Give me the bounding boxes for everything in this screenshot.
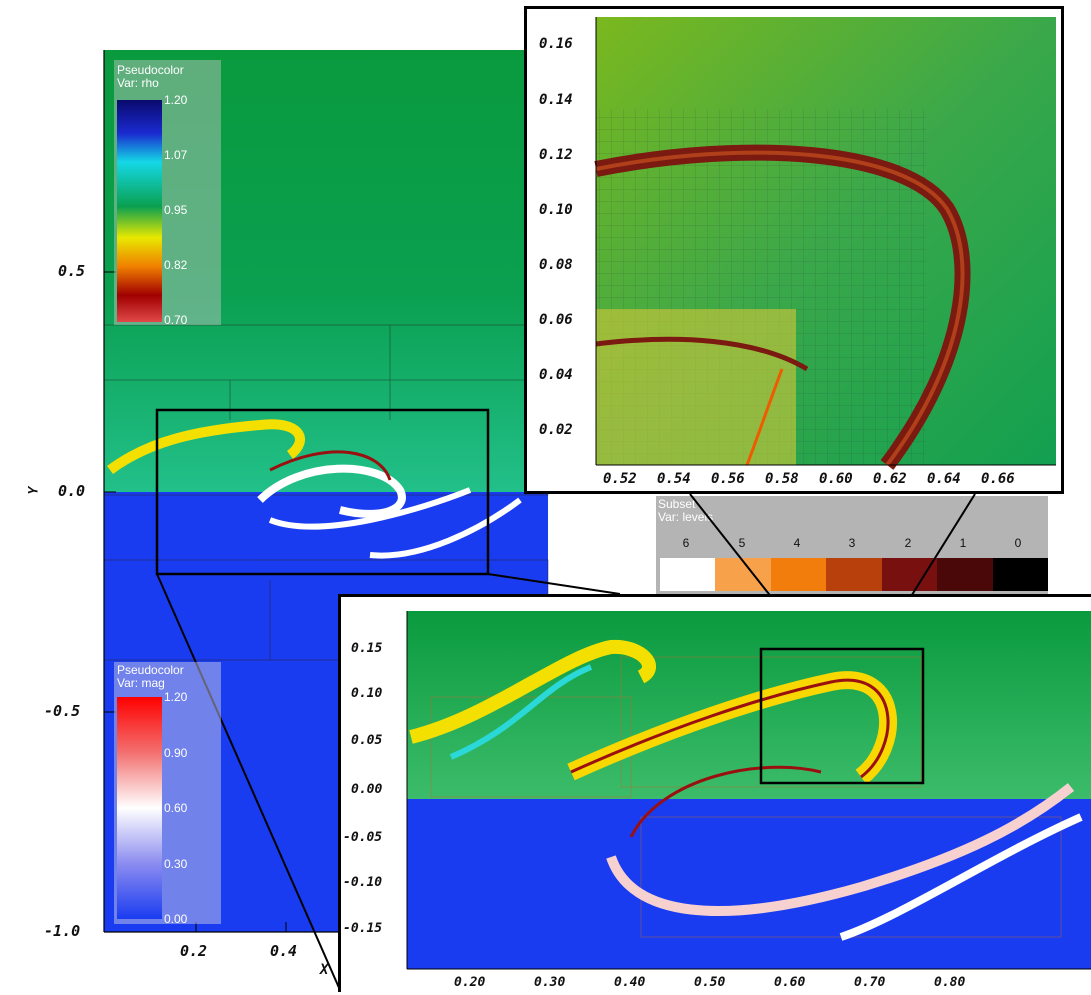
zoom-bottom-x-tick: 0.50 bbox=[694, 975, 726, 990]
zoom-bottom-y-tick: 0.10 bbox=[351, 686, 383, 701]
zoom-top-panel: 0.16 0.14 0.12 0.10 0.08 0.06 0.04 0.02 … bbox=[524, 6, 1064, 494]
legend-mag: Pseudocolor Var: mag 1.20 0.90 0.60 0.30… bbox=[114, 662, 221, 926]
legend-rho-label: 0.70 bbox=[164, 313, 188, 327]
zoom-top-y-tick: 0.02 bbox=[539, 422, 573, 438]
zoom-bottom-y-tick: 0.05 bbox=[351, 733, 383, 748]
zoom-top-y-tick: 0.16 bbox=[539, 36, 573, 52]
legend-levels-label: 6 bbox=[682, 536, 690, 550]
legend-mag-colorbar bbox=[117, 697, 162, 919]
legend-levels-label: 1 bbox=[959, 536, 967, 550]
main-y-tick: 0.5 bbox=[58, 262, 86, 280]
main-x-axis-label: X bbox=[320, 962, 329, 978]
legend-rho-label: 1.07 bbox=[164, 148, 188, 162]
legend-levels-title: Subset bbox=[658, 497, 696, 511]
zoom-top-x-tick: 0.60 bbox=[819, 471, 853, 487]
zoom-top-x-tick: 0.66 bbox=[981, 471, 1015, 487]
legend-rho-label: 0.95 bbox=[164, 203, 188, 217]
legend-mag-label: 0.00 bbox=[164, 912, 188, 926]
level-swatch bbox=[826, 558, 882, 591]
level-swatch bbox=[660, 558, 716, 591]
legend-mag-var: Var: mag bbox=[117, 676, 165, 690]
main-x-tick: 0.4 bbox=[270, 942, 298, 960]
legend-levels-swatches bbox=[660, 558, 1048, 591]
zoom-bottom-y-tick: -0.15 bbox=[343, 921, 383, 936]
legend-rho-var: Var: rho bbox=[117, 76, 159, 90]
legend-mag-label: 0.30 bbox=[164, 857, 188, 871]
zoom-top-y-tick: 0.10 bbox=[539, 202, 573, 218]
legend-levels-label: 0 bbox=[1014, 536, 1022, 550]
legend-mag-label: 0.60 bbox=[164, 801, 188, 815]
zoom-bottom-x-tick: 0.20 bbox=[454, 975, 486, 990]
zoom-top-x-tick: 0.56 bbox=[711, 471, 745, 487]
zoom-bottom-x-tick: 0.70 bbox=[854, 975, 886, 990]
legend-mag-label: 0.90 bbox=[164, 746, 188, 760]
legend-levels-label: 5 bbox=[738, 536, 746, 550]
zoom-top-x-tick: 0.54 bbox=[657, 471, 691, 487]
zoom-bottom-y-tick: -0.05 bbox=[343, 830, 383, 845]
zoom-top-y-tick: 0.08 bbox=[539, 257, 573, 273]
zoom-bottom-panel: 0.15 0.10 0.05 0.00 -0.05 -0.10 -0.15 0.… bbox=[338, 594, 1091, 992]
zoom-bottom-canvas bbox=[406, 611, 1091, 970]
main-zoom-box bbox=[155, 408, 490, 576]
bottom-zoom-box bbox=[759, 647, 925, 785]
legend-levels-label: 2 bbox=[904, 536, 912, 550]
main-y-tick: -0.5 bbox=[44, 702, 81, 720]
main-y-tick: 0.0 bbox=[58, 482, 86, 500]
level-swatch bbox=[937, 558, 993, 591]
main-y-tick: -1.0 bbox=[44, 922, 81, 940]
zoom-top-x-tick: 0.58 bbox=[765, 471, 799, 487]
zoom-bottom-x-tick: 0.80 bbox=[934, 975, 966, 990]
level-swatch bbox=[992, 558, 1048, 591]
main-y-axis-label: Y bbox=[26, 486, 42, 495]
level-swatch bbox=[881, 558, 938, 591]
legend-rho-colorbar bbox=[117, 100, 162, 322]
zoom-top-x-tick: 0.52 bbox=[603, 471, 637, 487]
zoom-top-canvas bbox=[594, 17, 1056, 470]
zoom-top-y-tick: 0.04 bbox=[539, 367, 573, 383]
zoom-top-x-tick: 0.62 bbox=[873, 471, 907, 487]
legend-levels: Subset Var: levels 6 5 4 3 2 1 0 bbox=[656, 496, 1048, 594]
zoom-bottom-y-tick: 0.00 bbox=[351, 782, 383, 797]
zoom-bottom-y-tick: 0.15 bbox=[351, 641, 383, 656]
legend-mag-label: 1.20 bbox=[164, 690, 188, 704]
zoom-bottom-x-tick: 0.40 bbox=[614, 975, 646, 990]
zoom-bottom-x-tick: 0.30 bbox=[534, 975, 566, 990]
main-x-tick: 0.2 bbox=[180, 942, 208, 960]
legend-rho-label: 1.20 bbox=[164, 93, 188, 107]
zoom-top-y-tick: 0.12 bbox=[539, 147, 573, 163]
zoom-top-y-tick: 0.14 bbox=[539, 92, 573, 108]
legend-levels-label: 4 bbox=[793, 536, 801, 550]
zoom-top-x-tick: 0.64 bbox=[927, 471, 961, 487]
level-swatch bbox=[715, 558, 771, 591]
zoom-bottom-x-tick: 0.60 bbox=[774, 975, 806, 990]
legend-levels-var: Var: levels bbox=[658, 510, 714, 524]
legend-rho-title: Pseudocolor bbox=[117, 63, 184, 77]
legend-levels-label: 3 bbox=[848, 536, 856, 550]
legend-rho-label: 0.82 bbox=[164, 258, 188, 272]
legend-mag-title: Pseudocolor bbox=[117, 663, 184, 677]
rho-field bbox=[104, 50, 548, 492]
legend-rho: Pseudocolor Var: rho 1.20 1.07 0.95 0.82… bbox=[114, 60, 221, 327]
level-swatch bbox=[770, 558, 827, 591]
zoom-top-y-tick: 0.06 bbox=[539, 312, 573, 328]
zoom-bottom-y-tick: -0.10 bbox=[343, 875, 383, 890]
